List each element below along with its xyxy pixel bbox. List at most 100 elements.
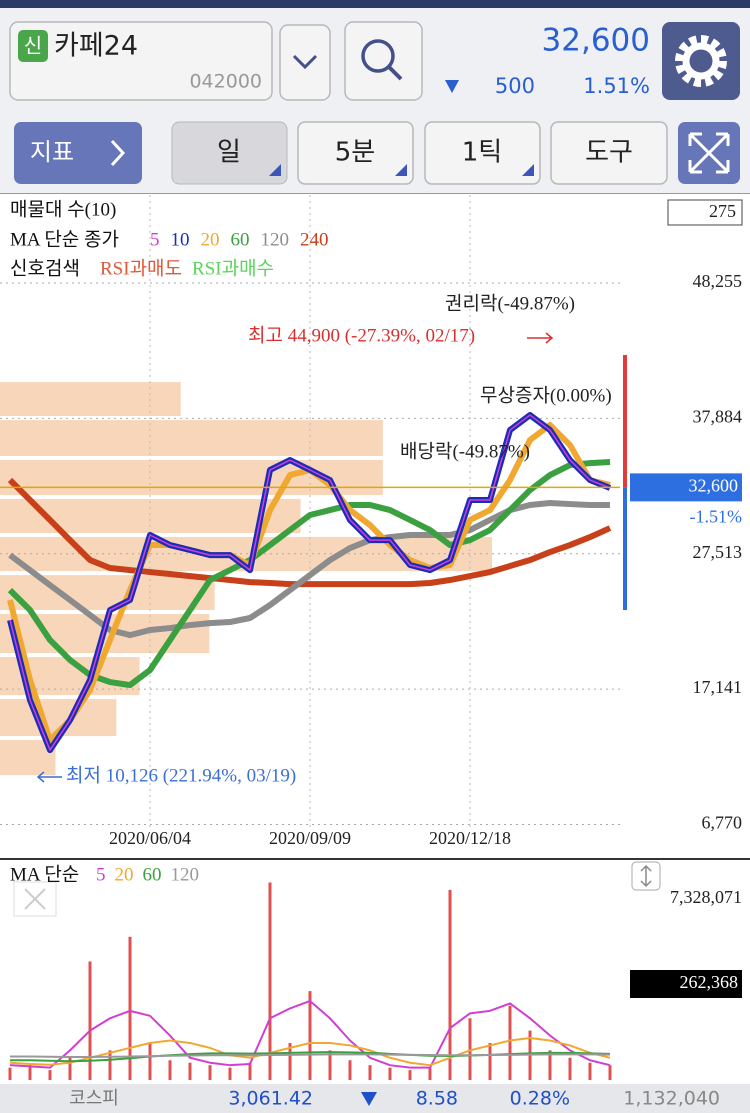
- corner-mark: [269, 164, 281, 176]
- annotation-arrow: [36, 771, 62, 783]
- volume-bar: [508, 1005, 512, 1080]
- dropdown-button[interactable]: [279, 24, 331, 101]
- volume-legend-item: 20: [115, 864, 134, 885]
- profile-bar: [0, 575, 215, 610]
- volume-bar: [168, 1060, 172, 1080]
- volume-bar: [588, 1062, 592, 1080]
- index-change-pct: 0.28%: [510, 1088, 570, 1110]
- legend-title: 매물대 수(10): [10, 198, 116, 220]
- tools-label: 도구: [585, 138, 633, 168]
- volume-tick-label: 7,328,071: [670, 887, 742, 907]
- volume-bar: [308, 991, 312, 1080]
- index-name: 코스피: [69, 1088, 119, 1109]
- profile-max-label: 275: [709, 201, 736, 221]
- volume-bar: [48, 1070, 52, 1080]
- y-tick-label: 17,141: [693, 677, 743, 697]
- ma-line: [9, 1037, 611, 1067]
- chevron: [292, 54, 318, 70]
- volume-bar: [568, 1057, 572, 1080]
- last-change-label: -1.51%: [690, 506, 743, 526]
- ma-line: [9, 414, 611, 751]
- y-tick-label: 6,770: [702, 813, 743, 833]
- ma-line: [10, 1053, 611, 1059]
- volume-bar: [548, 1050, 552, 1080]
- x-tick-label: 2020/09/09: [269, 828, 351, 848]
- volume-legend-item: 60: [143, 864, 162, 885]
- annotation: 최고 44,900 (-27.39%, 02/17): [248, 324, 475, 346]
- index-value: 3,061.42: [228, 1088, 313, 1110]
- annotation-arrow: [527, 332, 554, 344]
- volume-bar: [488, 1042, 492, 1080]
- volume-last-label: 262,368: [680, 972, 739, 992]
- volume-legend-item: 120: [171, 864, 200, 885]
- legend-title: 신호검색: [10, 257, 80, 279]
- volume-bar: [248, 1062, 252, 1080]
- indicator-label: 지표: [30, 138, 74, 166]
- status-strip: [0, 0, 750, 8]
- volume-bar: [428, 1067, 432, 1080]
- ma-line: [7, 477, 612, 588]
- volume-bar: [128, 936, 132, 1080]
- stock-box[interactable]: [9, 21, 273, 101]
- volume-legend-title: MA 단순: [10, 863, 79, 885]
- corner-mark: [395, 164, 407, 176]
- period-label: 5분: [335, 138, 375, 168]
- x-tick-label: 2020/12/18: [429, 828, 511, 848]
- badge: 신: [24, 34, 42, 58]
- legend-item: 10: [171, 229, 190, 250]
- annotation: 배당락(-49.87%): [400, 440, 530, 462]
- period-button[interactable]: [171, 121, 288, 185]
- footer-bg: [0, 1084, 750, 1113]
- legend-signal: RSI과매수: [192, 257, 274, 279]
- price: 32,600: [542, 23, 650, 59]
- change-pct: 1.51%: [583, 74, 650, 98]
- volume-bar: [328, 1050, 332, 1080]
- volume-bar: [268, 882, 272, 1080]
- volume-bar: [348, 1060, 352, 1080]
- chart-layer: 275 6,770 17,141 27,513 37,884 48,255 2020/06/…: [0, 195, 743, 1080]
- period-button[interactable]: [297, 121, 414, 185]
- legend-item: 5: [150, 229, 160, 250]
- x-tick-label: 2020/06/04: [109, 828, 191, 848]
- index-volume: 1,132,040: [623, 1088, 720, 1110]
- down-triangle: [445, 80, 459, 93]
- legend-title: MA 단순 종가: [10, 228, 119, 250]
- change: 500: [495, 74, 535, 98]
- volume-bar: [28, 1065, 32, 1080]
- indicator-button[interactable]: [14, 122, 142, 184]
- gear-teeth: [675, 35, 727, 87]
- volume-bar: [108, 1050, 112, 1080]
- indicator-chevron: [110, 139, 126, 167]
- volume-bar: [288, 1042, 292, 1080]
- search-button[interactable]: [344, 21, 423, 101]
- volume-last-box: [630, 970, 742, 998]
- legend-item: 240: [300, 229, 329, 250]
- y-tick-label: 27,513: [693, 542, 743, 562]
- volume-bar: [88, 961, 92, 1080]
- legend-item: 120: [261, 229, 290, 250]
- stock-code: 042000: [189, 71, 262, 93]
- index-change: 8.58: [416, 1088, 458, 1110]
- last-price-label: 32,600: [689, 475, 739, 495]
- search-icon-handle: [387, 65, 403, 81]
- volume-bar: [448, 889, 452, 1080]
- annotation: 무상증자(0.00%): [480, 384, 612, 406]
- index-down: [361, 1092, 377, 1106]
- settings-button[interactable]: [662, 22, 740, 100]
- volume-bar: [148, 1042, 152, 1080]
- ma-line: [9, 999, 611, 1069]
- search-icon: [361, 39, 395, 73]
- profile-bar: [0, 382, 181, 417]
- volume-bar: [408, 1070, 412, 1080]
- volume-bar: [608, 1065, 612, 1080]
- period-label: 1틱: [462, 138, 502, 168]
- volume-bar: [188, 1062, 192, 1080]
- profile-max-box: [667, 199, 743, 226]
- volume-bar: [388, 1067, 392, 1080]
- volume-bar: [208, 1065, 212, 1080]
- volume-bar: [368, 1065, 372, 1080]
- tools-button[interactable]: [550, 121, 668, 185]
- period-button[interactable]: [424, 121, 541, 185]
- close-icon: [24, 888, 46, 910]
